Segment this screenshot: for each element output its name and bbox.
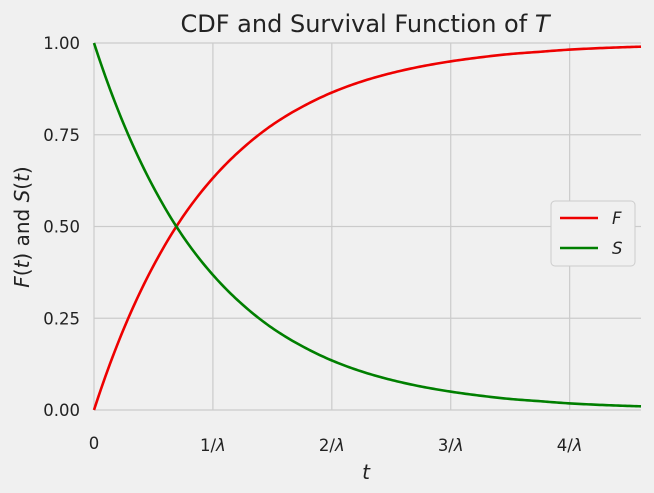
series-line-F bbox=[92, 45, 642, 411]
x-tick-label: 0 bbox=[89, 434, 100, 453]
y-axis-title-part: S bbox=[10, 189, 34, 202]
legend-label-S: S bbox=[612, 239, 622, 258]
series-line-S bbox=[92, 42, 642, 408]
y-tick-label: 0.50 bbox=[43, 218, 80, 237]
chart-title: CDF and Survival Function of T bbox=[181, 10, 552, 38]
y-axis-title-part: t bbox=[10, 173, 34, 182]
y-tick-labels: 0.00 0.25 0.50 0.75 1.00 bbox=[43, 34, 80, 420]
x-tick-label: 2/λ bbox=[319, 436, 345, 455]
y-tick-label: 0.00 bbox=[43, 401, 80, 420]
y-tick-label: 1.00 bbox=[43, 34, 80, 53]
legend-label-F: F bbox=[612, 209, 622, 228]
y-tick-label: 0.25 bbox=[43, 309, 80, 328]
y-axis-title-part: ) bbox=[10, 166, 34, 174]
legend: F S bbox=[550, 200, 636, 267]
y-axis-title: F(t) and S(t) bbox=[10, 166, 34, 288]
series-lines bbox=[92, 42, 642, 411]
chart-title-variable: T bbox=[535, 10, 552, 38]
x-tick-labels: 0 1/λ 2/λ 3/λ 4/λ bbox=[89, 434, 583, 455]
y-axis-title-part: ( bbox=[10, 268, 34, 276]
y-axis-title-part: ) and bbox=[10, 202, 34, 260]
chart-title-text: CDF and Survival Function of bbox=[181, 10, 535, 38]
y-axis-title-part: ( bbox=[10, 182, 34, 190]
y-tick-label: 0.75 bbox=[43, 126, 80, 145]
x-tick-label: 3/λ bbox=[438, 436, 464, 455]
y-axis-title-part: t bbox=[10, 259, 34, 268]
x-tick-label: 4/λ bbox=[557, 436, 583, 455]
x-tick-label: 1/λ bbox=[200, 436, 226, 455]
y-axis-title-part: F bbox=[10, 276, 34, 288]
x-axis-title: t bbox=[362, 460, 371, 484]
